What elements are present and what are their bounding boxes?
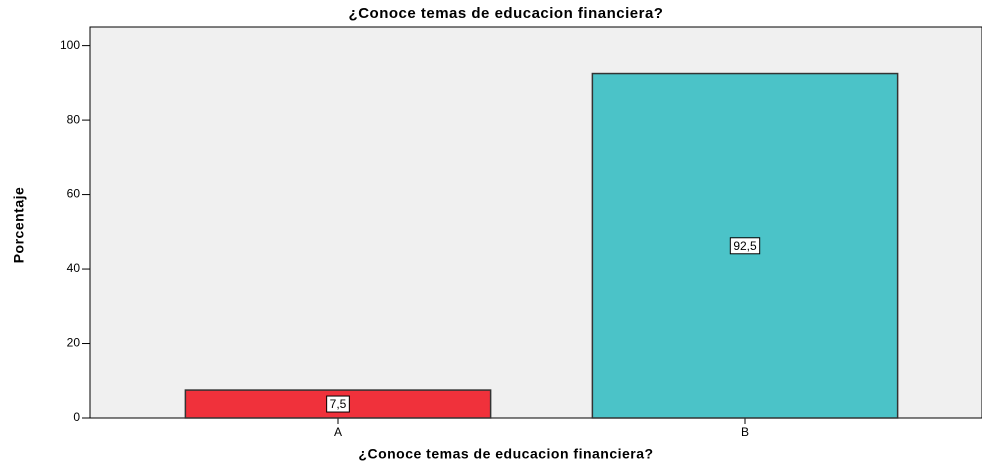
x-axis-title: ¿Conoce temas de educacion financiera? <box>358 446 653 462</box>
y-tick-label: 0 <box>73 410 80 424</box>
y-tick-label: 20 <box>67 336 81 350</box>
y-tick-label: 60 <box>67 187 81 201</box>
value-label: 92,5 <box>733 239 757 253</box>
value-label-box <box>729 237 761 255</box>
value-label-box <box>326 395 350 413</box>
y-tick-label: 80 <box>67 112 81 126</box>
y-tick-label: 40 <box>67 261 81 275</box>
x-tick-label: B <box>741 425 749 439</box>
x-tick-label: A <box>334 425 342 439</box>
chart-title: ¿Conoce temas de educacion financiera? <box>349 5 664 22</box>
y-axis-title: Porcentaje <box>11 187 27 264</box>
value-label: 7,5 <box>330 397 347 411</box>
y-tick-label: 100 <box>60 38 80 52</box>
